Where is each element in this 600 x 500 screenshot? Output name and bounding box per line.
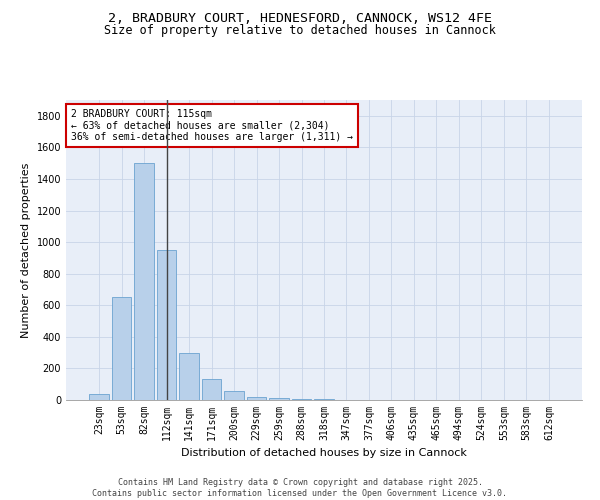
Bar xyxy=(224,390,244,400)
Bar xyxy=(202,380,221,400)
Bar xyxy=(157,250,176,400)
Bar xyxy=(247,396,266,400)
Text: Contains HM Land Registry data © Crown copyright and database right 2025.
Contai: Contains HM Land Registry data © Crown c… xyxy=(92,478,508,498)
Text: Size of property relative to detached houses in Cannock: Size of property relative to detached ho… xyxy=(104,24,496,37)
Bar xyxy=(269,398,289,400)
Bar xyxy=(314,399,334,400)
Bar xyxy=(89,394,109,400)
Bar xyxy=(292,398,311,400)
Bar xyxy=(134,163,154,400)
Text: 2, BRADBURY COURT, HEDNESFORD, CANNOCK, WS12 4FE: 2, BRADBURY COURT, HEDNESFORD, CANNOCK, … xyxy=(108,12,492,26)
Y-axis label: Number of detached properties: Number of detached properties xyxy=(21,162,31,338)
X-axis label: Distribution of detached houses by size in Cannock: Distribution of detached houses by size … xyxy=(181,448,467,458)
Bar xyxy=(112,298,131,400)
Text: 2 BRADBURY COURT: 115sqm
← 63% of detached houses are smaller (2,304)
36% of sem: 2 BRADBURY COURT: 115sqm ← 63% of detach… xyxy=(71,109,353,142)
Bar xyxy=(179,354,199,400)
